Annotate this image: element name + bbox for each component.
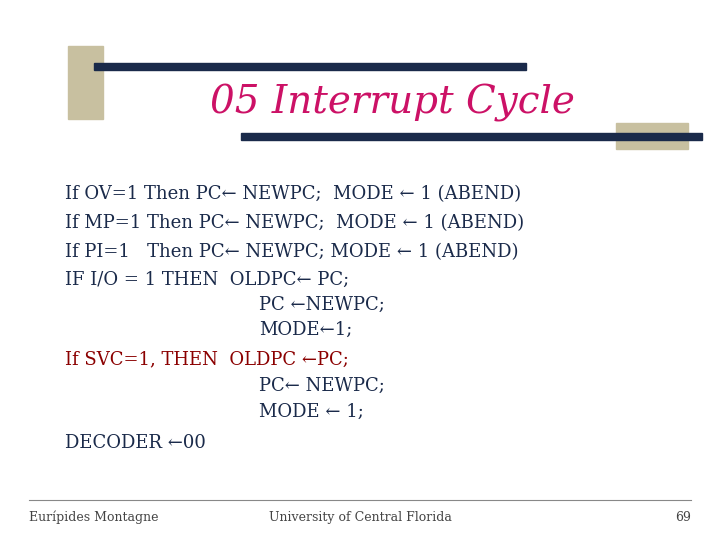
Text: MODE ← 1;: MODE ← 1; xyxy=(259,403,364,421)
Text: University of Central Florida: University of Central Florida xyxy=(269,511,451,524)
Text: If PI=1   Then PC← NEWPC; MODE ← 1 (ABEND): If PI=1 Then PC← NEWPC; MODE ← 1 (ABEND) xyxy=(65,242,518,261)
Text: PC ←NEWPC;: PC ←NEWPC; xyxy=(259,296,385,314)
Bar xyxy=(616,123,688,148)
Text: 05 Interrupt Cycle: 05 Interrupt Cycle xyxy=(210,84,575,122)
Text: If MP=1 Then PC← NEWPC;  MODE ← 1 (ABEND): If MP=1 Then PC← NEWPC; MODE ← 1 (ABEND) xyxy=(65,214,524,232)
Bar xyxy=(241,133,702,140)
Text: IF I/O = 1 THEN  OLDPC← PC;: IF I/O = 1 THEN OLDPC← PC; xyxy=(65,271,349,289)
Text: MODE←1;: MODE←1; xyxy=(259,321,353,339)
Text: If OV=1 Then PC← NEWPC;  MODE ← 1 (ABEND): If OV=1 Then PC← NEWPC; MODE ← 1 (ABEND) xyxy=(65,185,521,204)
Bar xyxy=(68,46,103,119)
Text: DECODER ←00: DECODER ←00 xyxy=(65,434,206,452)
Text: Eurípides Montagne: Eurípides Montagne xyxy=(29,511,158,524)
Text: 69: 69 xyxy=(675,511,691,524)
Text: PC← NEWPC;: PC← NEWPC; xyxy=(259,377,385,395)
Text: If SVC=1, THEN  OLDPC ←PC;: If SVC=1, THEN OLDPC ←PC; xyxy=(65,350,348,368)
Bar xyxy=(94,63,526,70)
